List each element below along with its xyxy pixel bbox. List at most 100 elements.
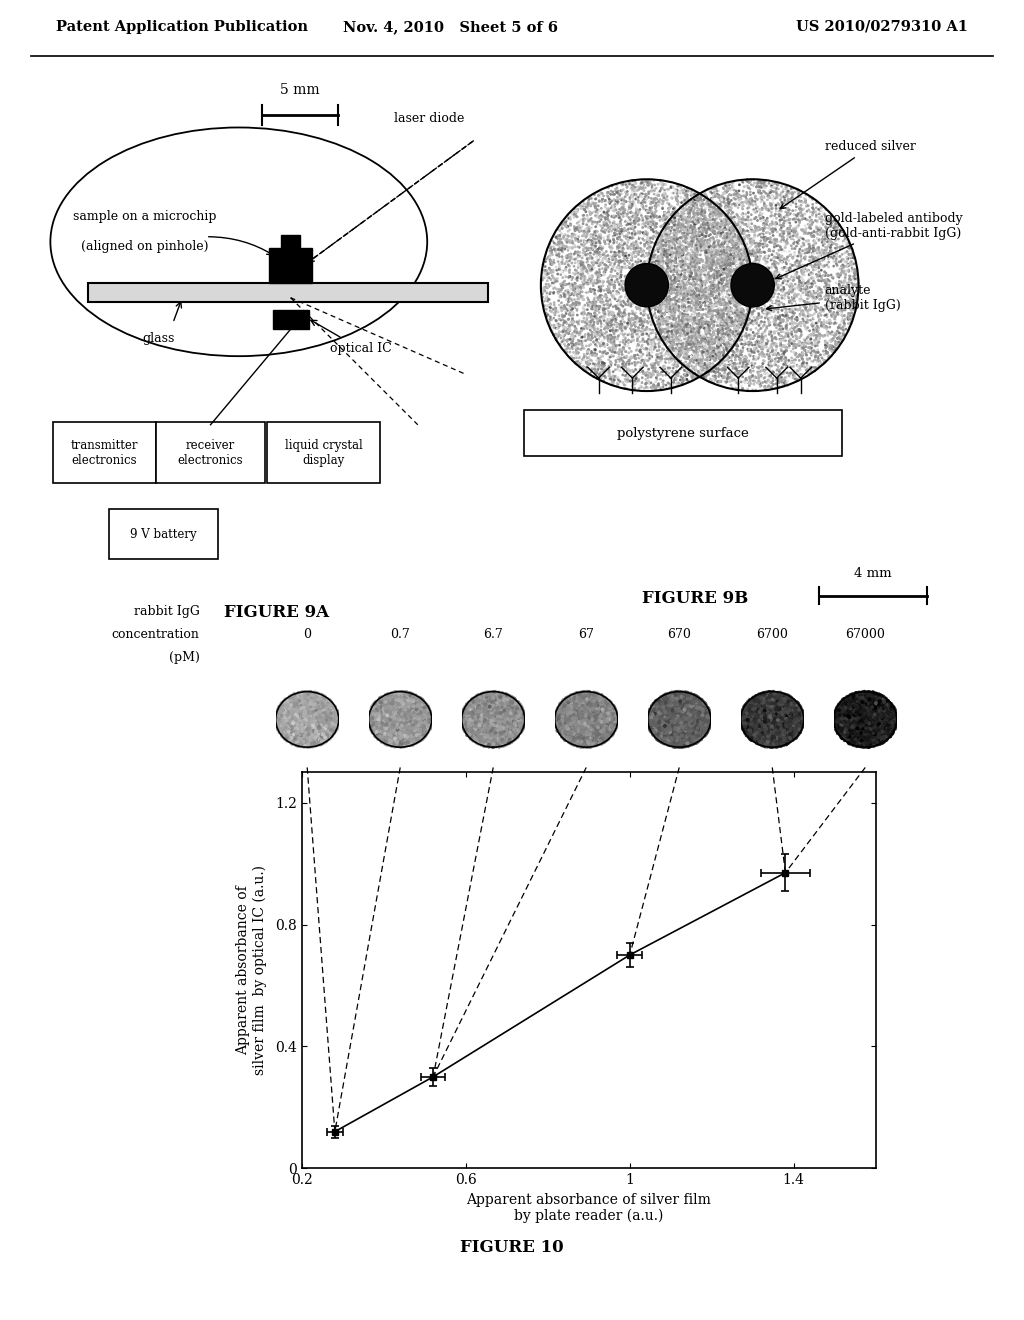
Point <box>863 690 880 711</box>
Point <box>330 713 346 734</box>
Point <box>286 696 302 717</box>
Point <box>581 696 597 717</box>
Point <box>778 730 795 751</box>
Point <box>492 718 508 739</box>
Point <box>392 690 409 711</box>
Point <box>753 343 769 364</box>
Point <box>707 210 723 231</box>
Point <box>567 722 584 743</box>
Point <box>397 694 414 715</box>
Point <box>754 334 770 355</box>
Point <box>271 709 288 730</box>
Point <box>837 704 853 725</box>
Point <box>610 298 627 319</box>
Point <box>673 706 689 727</box>
Point <box>751 711 767 733</box>
Point <box>690 348 707 370</box>
Point <box>565 710 582 731</box>
Point <box>392 682 409 704</box>
Point <box>666 731 682 752</box>
Point <box>514 700 530 721</box>
Point <box>636 312 652 333</box>
Point <box>594 726 610 747</box>
Point <box>581 710 597 731</box>
Point <box>364 715 380 737</box>
Point <box>864 711 881 733</box>
Point <box>413 697 429 718</box>
Point <box>562 700 579 721</box>
Point <box>404 704 421 725</box>
Point <box>659 263 676 284</box>
Point <box>681 734 697 755</box>
Point <box>640 347 656 368</box>
Point <box>537 290 553 312</box>
Point <box>321 701 337 722</box>
Point <box>824 222 841 243</box>
Point <box>380 705 396 726</box>
Point <box>738 721 755 742</box>
Point <box>750 372 766 393</box>
Point <box>493 692 509 713</box>
Point <box>585 293 601 314</box>
Point <box>842 710 858 731</box>
Point <box>760 715 776 737</box>
Point <box>686 714 702 735</box>
Point <box>283 731 299 752</box>
Point <box>323 722 339 743</box>
Point <box>395 701 412 722</box>
Point <box>598 211 614 232</box>
Point <box>317 717 334 738</box>
Point <box>628 297 644 318</box>
Point <box>475 696 492 717</box>
Point <box>488 704 505 725</box>
Point <box>750 698 766 719</box>
Point <box>594 218 610 239</box>
Point <box>278 722 294 743</box>
Point <box>851 684 867 705</box>
Point <box>675 180 691 201</box>
Point <box>873 705 890 726</box>
Point <box>688 321 705 342</box>
Point <box>676 709 692 730</box>
Point <box>640 706 656 727</box>
Point <box>852 689 868 710</box>
Point <box>805 202 821 223</box>
Point <box>297 690 313 711</box>
Point <box>762 276 778 297</box>
Point <box>313 729 330 750</box>
Point <box>393 697 410 718</box>
Point <box>680 725 696 746</box>
Point <box>835 317 851 338</box>
Point <box>710 338 726 359</box>
Point <box>677 715 693 737</box>
Point <box>554 723 570 744</box>
Point <box>493 684 509 705</box>
Point <box>300 702 316 723</box>
Point <box>274 711 291 733</box>
Point <box>706 191 722 213</box>
Point <box>384 729 400 750</box>
Point <box>600 359 616 380</box>
Point <box>836 723 852 744</box>
Point <box>680 735 696 756</box>
Point <box>588 710 604 731</box>
Point <box>399 711 416 733</box>
Point <box>605 717 622 738</box>
Point <box>299 734 315 755</box>
Point <box>473 722 489 743</box>
Point <box>492 731 508 752</box>
Point <box>401 719 418 741</box>
Point <box>288 692 304 713</box>
Point <box>629 269 645 290</box>
Point <box>495 708 511 729</box>
Point <box>552 279 568 300</box>
Point <box>269 706 286 727</box>
Point <box>833 723 849 744</box>
Point <box>727 323 743 345</box>
Point <box>807 335 823 356</box>
Point <box>604 710 621 731</box>
Point <box>755 276 771 297</box>
Point <box>601 700 617 721</box>
Point <box>840 696 856 717</box>
Point <box>503 721 519 742</box>
